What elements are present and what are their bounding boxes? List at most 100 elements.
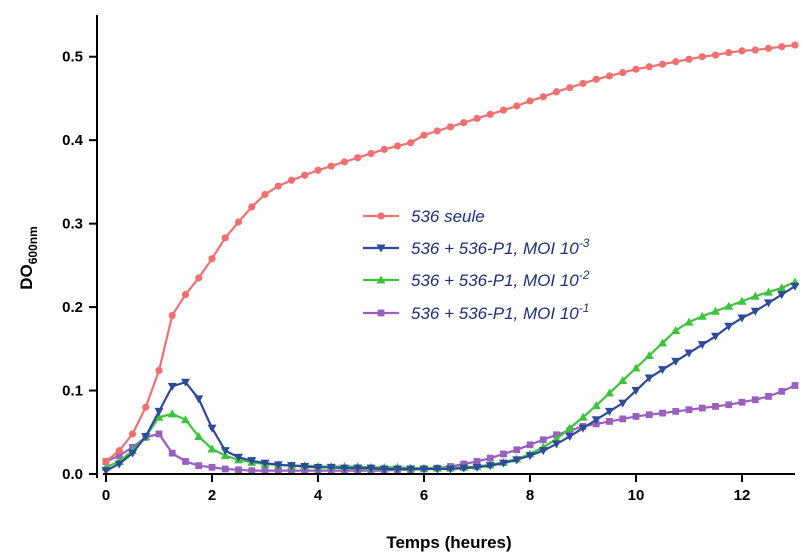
data-point	[433, 127, 441, 135]
legend-label: 536 + 536-P1, MOI 10-3	[411, 236, 590, 258]
legend-label-exponent: -1	[579, 301, 590, 315]
series-1	[101, 282, 800, 476]
data-point	[672, 58, 680, 66]
data-point	[340, 158, 349, 166]
data-point	[738, 47, 746, 55]
data-point	[261, 467, 269, 475]
data-point	[751, 396, 759, 404]
data-point	[738, 398, 746, 406]
data-point	[725, 401, 733, 409]
data-point	[194, 431, 204, 440]
data-point	[406, 465, 416, 474]
data-point	[685, 406, 693, 414]
data-point	[446, 123, 455, 131]
data-point	[526, 97, 534, 105]
x-tick-label: 8	[526, 487, 534, 504]
data-point	[737, 296, 747, 305]
data-point	[194, 395, 204, 404]
y-tick-label: 0.4	[62, 132, 84, 149]
data-point	[220, 451, 230, 460]
legend-marker	[376, 244, 386, 253]
data-point	[658, 338, 667, 347]
legend-marker	[377, 212, 385, 220]
series-3	[102, 382, 799, 475]
data-point	[644, 374, 654, 383]
data-point	[619, 415, 627, 423]
data-point	[605, 388, 614, 397]
data-point	[155, 366, 163, 375]
y-tick-label: 0.3	[62, 216, 83, 233]
data-point	[221, 234, 229, 242]
data-point	[791, 41, 799, 49]
data-point	[658, 60, 667, 68]
legend-label: 536 + 536-P1, MOI 10-2	[411, 268, 590, 290]
data-point	[565, 432, 575, 441]
data-point	[632, 413, 640, 420]
data-point	[432, 465, 442, 474]
data-point	[725, 48, 733, 57]
data-point	[273, 461, 283, 470]
data-point	[354, 154, 362, 162]
data-point	[750, 307, 760, 316]
legend-label-exponent: -3	[579, 236, 590, 250]
data-point	[513, 446, 521, 454]
data-point	[154, 407, 164, 416]
y-axis-title-main: DO	[17, 264, 36, 290]
data-point	[790, 282, 800, 291]
data-point	[672, 408, 680, 415]
data-point	[366, 464, 376, 473]
data-point	[778, 387, 786, 395]
data-point	[526, 441, 534, 449]
data-point	[632, 65, 640, 73]
data-point	[698, 53, 706, 61]
data-point	[114, 460, 124, 469]
plot-series-group	[101, 41, 800, 476]
legend-label-text: 536 + 536-P1, MOI 10	[411, 304, 579, 323]
data-point	[142, 403, 150, 411]
data-point	[512, 456, 522, 465]
data-point	[606, 418, 613, 425]
data-point	[645, 63, 653, 71]
y-ticks: 0.0 0.1 0.2 0.3 0.4 0.5	[62, 49, 97, 483]
data-point	[500, 450, 507, 458]
data-point	[313, 463, 323, 472]
data-point	[248, 203, 256, 211]
data-point	[128, 430, 137, 438]
data-point	[631, 363, 641, 372]
data-point	[260, 459, 270, 468]
data-point	[181, 378, 190, 387]
x-tick-label: 0	[102, 487, 110, 504]
data-point	[645, 411, 653, 419]
data-point	[499, 459, 508, 468]
x-tick-label: 6	[420, 487, 428, 504]
data-point	[724, 322, 734, 331]
data-point	[326, 463, 336, 472]
data-point	[485, 462, 495, 471]
data-point	[101, 467, 111, 476]
data-point	[539, 436, 547, 444]
x-tick-label: 12	[734, 487, 751, 504]
x-tick-label: 2	[208, 487, 216, 504]
data-point	[141, 432, 151, 441]
x-tick-label: 4	[314, 487, 323, 504]
data-point	[592, 75, 600, 83]
legend-marker	[376, 275, 386, 284]
data-point	[460, 119, 468, 127]
data-point	[288, 467, 295, 475]
data-point	[420, 131, 428, 139]
data-point	[154, 412, 164, 421]
data-point	[300, 462, 310, 471]
data-point	[247, 457, 257, 466]
data-point	[777, 283, 787, 292]
series-0	[102, 41, 799, 466]
data-point	[671, 357, 681, 366]
data-point	[167, 409, 177, 418]
data-point	[659, 409, 666, 417]
data-point	[791, 382, 799, 389]
data-point	[115, 452, 123, 460]
data-point	[473, 458, 481, 465]
data-point	[486, 454, 494, 462]
data-point	[234, 453, 243, 462]
